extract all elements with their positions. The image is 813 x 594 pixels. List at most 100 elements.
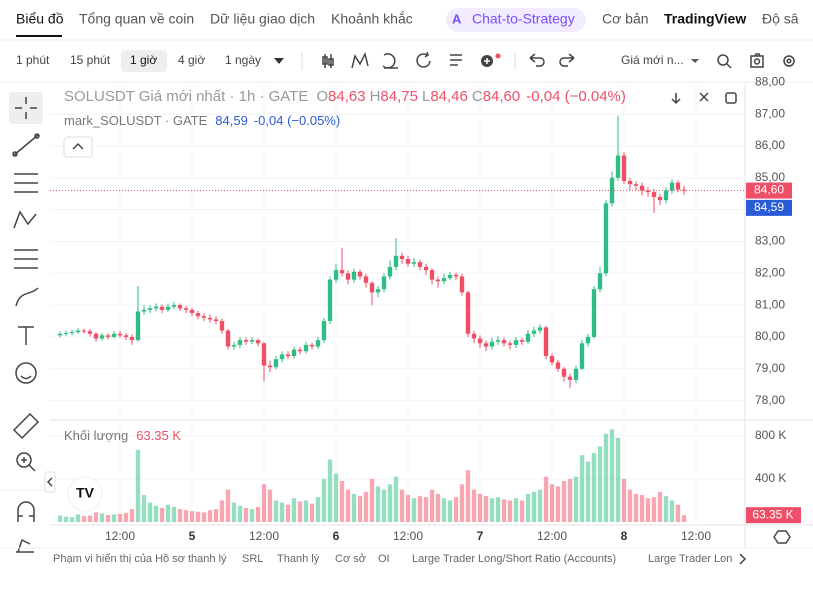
volume-bar xyxy=(477,493,483,522)
ohlc-key: H xyxy=(370,88,381,105)
price-source[interactable]: Giá mới n... xyxy=(621,53,684,67)
nav-tab[interactable]: Khoảnh khắc xyxy=(331,11,413,27)
candle-body xyxy=(669,182,675,191)
candle-body xyxy=(285,354,291,357)
candle-body xyxy=(123,335,129,337)
candle-body xyxy=(375,289,381,293)
candle-body xyxy=(423,266,429,271)
mark-value: 84,59 xyxy=(215,113,248,128)
y-tick-label: 80,00 xyxy=(755,329,785,343)
grid xyxy=(50,81,745,522)
candle-body xyxy=(489,341,495,347)
volume-bar xyxy=(663,496,669,522)
interval[interactable]: 15 phút xyxy=(70,53,111,67)
volume-bar xyxy=(81,516,87,522)
volume-bar xyxy=(615,437,621,522)
candle-body xyxy=(453,274,459,277)
nav-tab[interactable]: Độ sâ xyxy=(762,11,799,27)
candle-body xyxy=(225,330,231,347)
last-price-box xyxy=(746,182,792,199)
nav-tab[interactable]: Biểu đồ xyxy=(16,11,64,27)
candle-body xyxy=(459,276,465,293)
volume-bar xyxy=(237,505,243,522)
candle-body xyxy=(513,340,519,345)
volume-bar xyxy=(657,491,663,522)
candle-body xyxy=(531,330,537,334)
interval[interactable]: 4 giờ xyxy=(178,53,205,67)
volume-bar xyxy=(513,498,519,522)
active-interval-bg xyxy=(121,50,167,72)
candle-body xyxy=(117,333,123,336)
indicator-tab[interactable]: OI xyxy=(378,553,390,565)
indicator-tab[interactable]: Phạm vi hiển thị của Hồ sơ thanh lý xyxy=(53,553,227,565)
drawing-tools[interactable] xyxy=(9,92,43,553)
indicator-tab[interactable]: Thanh lý xyxy=(277,553,320,565)
volume-bar xyxy=(441,498,447,522)
interval[interactable]: 1 giờ xyxy=(130,53,157,67)
candle-body xyxy=(501,340,507,344)
candle-body xyxy=(81,330,87,332)
volume-bar xyxy=(681,515,687,522)
candle-body xyxy=(213,319,219,322)
mark-change: -0,04 (−0.05%) xyxy=(254,113,340,128)
volume-bar xyxy=(309,503,315,522)
candle-body xyxy=(615,155,621,178)
nav-tab[interactable]: Chat-to-Strategy xyxy=(472,11,575,27)
ohlc-key: L xyxy=(422,88,430,105)
candle-body xyxy=(369,282,375,293)
candle-body xyxy=(141,309,147,312)
candle-body xyxy=(357,271,363,277)
candle-body xyxy=(639,185,645,191)
volume-bar xyxy=(327,459,333,522)
volume-bar xyxy=(213,509,219,522)
pane-controls[interactable] xyxy=(671,92,737,105)
candle-body xyxy=(477,338,483,344)
volume-bar xyxy=(63,516,69,522)
candle-body xyxy=(255,340,261,344)
volume-bar xyxy=(645,498,651,522)
dropdown-arrow[interactable] xyxy=(691,59,699,63)
indicator-tab[interactable]: Cơ sở xyxy=(335,553,366,565)
volume-bar xyxy=(453,497,459,522)
candle-body xyxy=(183,308,189,310)
volume-bar xyxy=(375,486,381,522)
chevron[interactable] xyxy=(739,553,747,565)
dropdown-arrow[interactable] xyxy=(274,58,284,64)
indicator-tab[interactable]: Large Trader Long/Short Ratio (Accounts) xyxy=(412,553,616,565)
indicator-tab[interactable]: Large Trader Lon xyxy=(648,553,732,565)
indicator-tab[interactable]: SRL xyxy=(242,553,263,565)
volume-bar xyxy=(333,473,339,522)
interval[interactable]: 1 phút xyxy=(16,53,50,67)
volume-bar xyxy=(249,509,255,522)
candle-body xyxy=(93,333,99,339)
settings-hex[interactable] xyxy=(773,530,791,544)
interval[interactable]: 1 ngày xyxy=(225,53,261,67)
volume-bar xyxy=(357,496,363,522)
ohlc-value: 84,75 xyxy=(380,88,418,105)
volume-tick-label: 800 K xyxy=(755,428,786,442)
volume-bar xyxy=(531,491,537,522)
volume-bar xyxy=(105,514,111,522)
volume-bar xyxy=(405,495,411,522)
volume-bar xyxy=(471,489,477,522)
candle-body xyxy=(201,316,207,318)
candle-body xyxy=(159,306,165,310)
candle-body xyxy=(291,349,297,357)
nav-tab[interactable]: Tổng quan về coin xyxy=(79,11,194,27)
nav-tab[interactable]: Cơ bản xyxy=(602,11,649,27)
volume-bar xyxy=(537,489,543,522)
scroll-handle[interactable] xyxy=(44,471,56,493)
nav-tab[interactable]: TradingView xyxy=(664,11,746,27)
volume-bar xyxy=(363,491,369,522)
volume-bar xyxy=(393,476,399,522)
volume-bar xyxy=(447,500,453,522)
y-tick-label: 82,00 xyxy=(755,265,785,279)
candle-body xyxy=(411,262,417,264)
volume-bar xyxy=(159,507,165,522)
nav-tab[interactable]: Dữ liệu giao dịch xyxy=(210,11,315,27)
candle-body xyxy=(633,184,639,186)
volume-bar xyxy=(627,489,633,522)
volume-bar xyxy=(117,513,123,522)
collapse-button[interactable] xyxy=(63,136,93,158)
toolbar-icons[interactable] xyxy=(322,51,795,69)
